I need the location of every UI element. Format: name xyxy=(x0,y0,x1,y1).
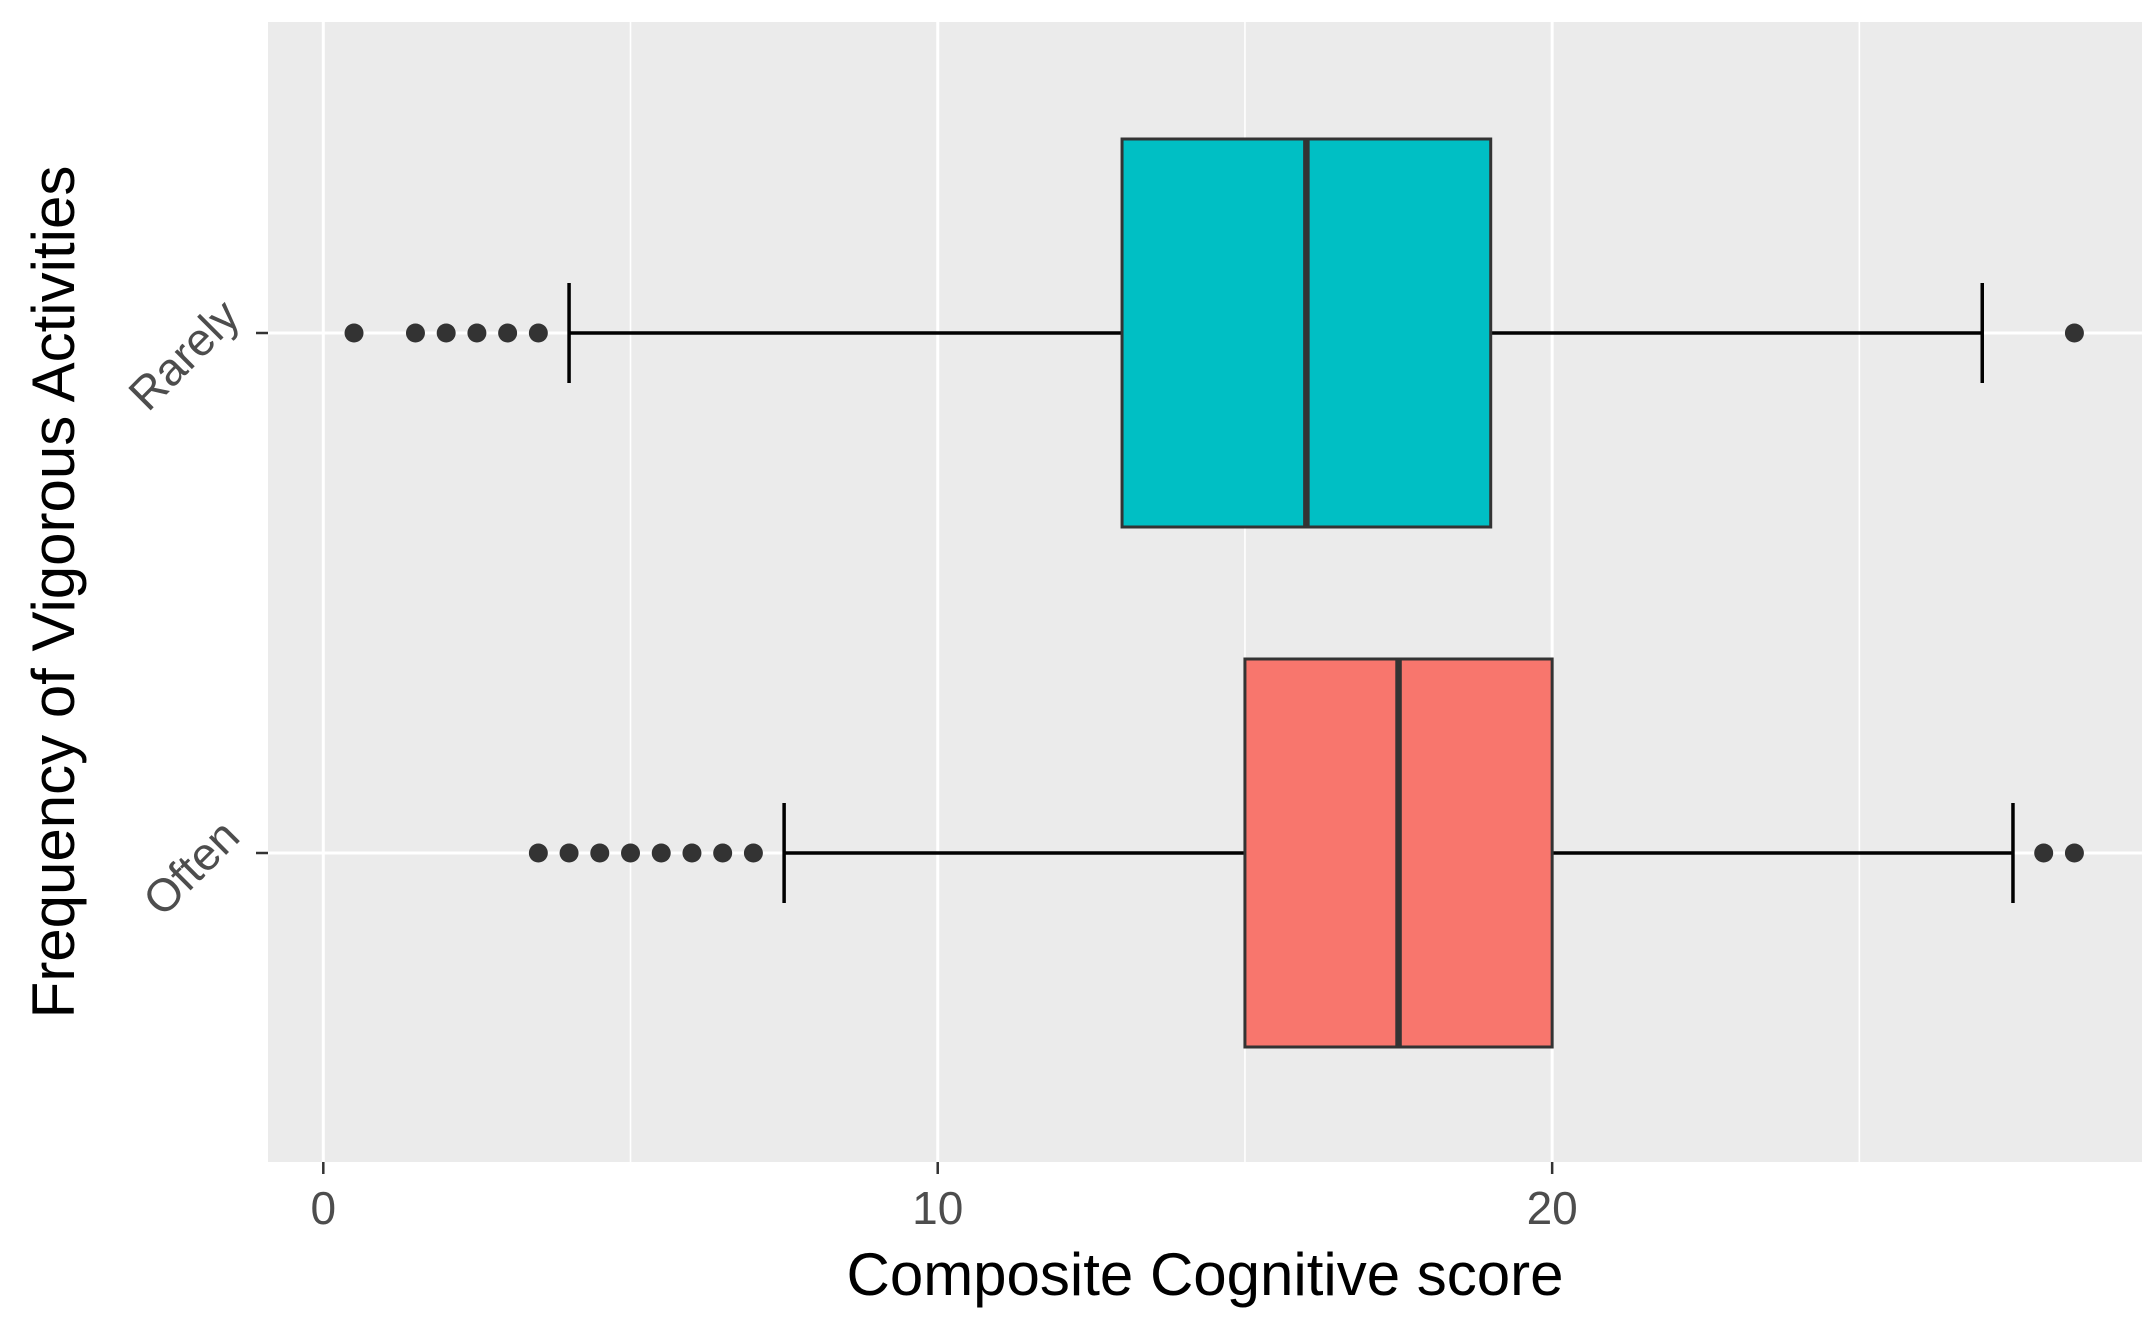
outlier-point xyxy=(528,843,548,863)
outlier-point xyxy=(2034,843,2054,863)
outlier-point xyxy=(2064,323,2084,343)
x-tick-label: 0 xyxy=(311,1182,337,1234)
outlier-point xyxy=(743,843,763,863)
x-tick-label: 20 xyxy=(1527,1182,1578,1234)
box-rarely xyxy=(344,137,2084,529)
outlier-point xyxy=(405,323,425,343)
outlier-point xyxy=(528,323,548,343)
outlier-point xyxy=(467,323,487,343)
outlier-point xyxy=(621,843,641,863)
outlier-point xyxy=(498,323,518,343)
box-series xyxy=(344,137,2084,1049)
y-tick-label-often: Often xyxy=(133,809,249,925)
outlier-point xyxy=(559,843,579,863)
outlier-point xyxy=(651,843,671,863)
outlier-point xyxy=(344,323,364,343)
outlier-point xyxy=(436,323,456,343)
outlier-point xyxy=(590,843,610,863)
y-axis-title: Frequency of Vigorous Activities xyxy=(20,166,87,1019)
outlier-point xyxy=(682,843,702,863)
outlier-point xyxy=(713,843,733,863)
x-axis-title: Composite Cognitive score xyxy=(847,1241,1564,1308)
x-tick-label: 10 xyxy=(912,1182,963,1234)
outlier-point xyxy=(2064,843,2084,863)
y-tick-label-rarely: Rarely xyxy=(118,289,249,420)
box-often xyxy=(528,657,2084,1049)
